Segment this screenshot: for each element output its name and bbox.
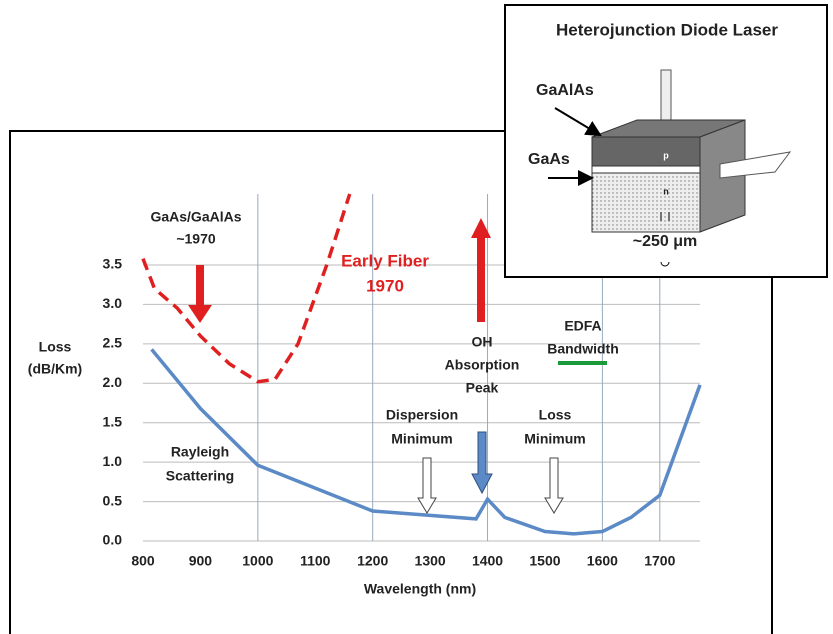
inset-title: Heterojunction Diode Laser [556,20,778,39]
x-tick-label: 1600 [587,553,618,569]
figure: 0.0 0.5 1.0 1.5 2.0 2.5 3.0 3.5 800 900 1000 1100 12… [0,0,833,634]
annotation: GaAs/GaAlAs [150,209,241,225]
annotation: Minimum [391,431,452,447]
inset-label: GaAlAs [536,82,594,99]
y-tick-label: 3.0 [103,295,123,311]
inset-label: ~250 μm [633,233,698,250]
y-tick-label: 3.5 [103,256,123,272]
y-axis-label: (dB/Km) [28,361,82,377]
x-tick-label: 1200 [357,553,388,569]
annotation: Absorption [445,357,520,373]
annotation: Peak [466,380,499,396]
annotation: Bandwidth [547,341,619,357]
annotation: Early Fiber [341,251,429,270]
inset-label: p [663,150,669,160]
y-tick-label: 1.0 [103,453,123,469]
annotation: Scattering [166,468,234,484]
x-tick-label: 1000 [242,553,273,569]
y-tick-label: 1.5 [103,413,123,429]
p-layer [592,137,700,166]
inset-label: GaAs [528,151,570,168]
y-tick-label: 0.5 [103,492,123,508]
x-tick-label: 1100 [300,553,331,569]
annotation: Rayleigh [171,444,229,460]
x-tick-label: 1400 [472,553,503,569]
x-tick-label: 1500 [529,553,560,569]
annotation: OH [472,334,493,350]
y-tick-label: 0.0 [103,532,123,548]
inset-label: n [663,186,669,196]
active-layer [592,166,700,173]
x-tick-label: 800 [131,553,155,569]
annotation: Minimum [524,431,585,447]
y-axis-label: Loss [39,339,72,355]
x-tick-label: 900 [189,553,213,569]
y-tick-label: 2.0 [103,374,123,390]
x-tick-label: 1700 [644,553,675,569]
x-tick-label: 1300 [415,553,446,569]
annotation: Dispersion [386,407,458,423]
n-layer [592,173,700,232]
y-tick-label: 2.5 [103,335,123,351]
annotation: EDFA [564,318,601,334]
inset: Heterojunction Diode Laser GaAlAs GaAs p… [505,5,827,277]
x-axis-label: Wavelength (nm) [364,581,476,597]
annotation: Loss [539,407,572,423]
annotation: 1970 [366,276,404,295]
annotation: ~1970 [176,231,216,247]
